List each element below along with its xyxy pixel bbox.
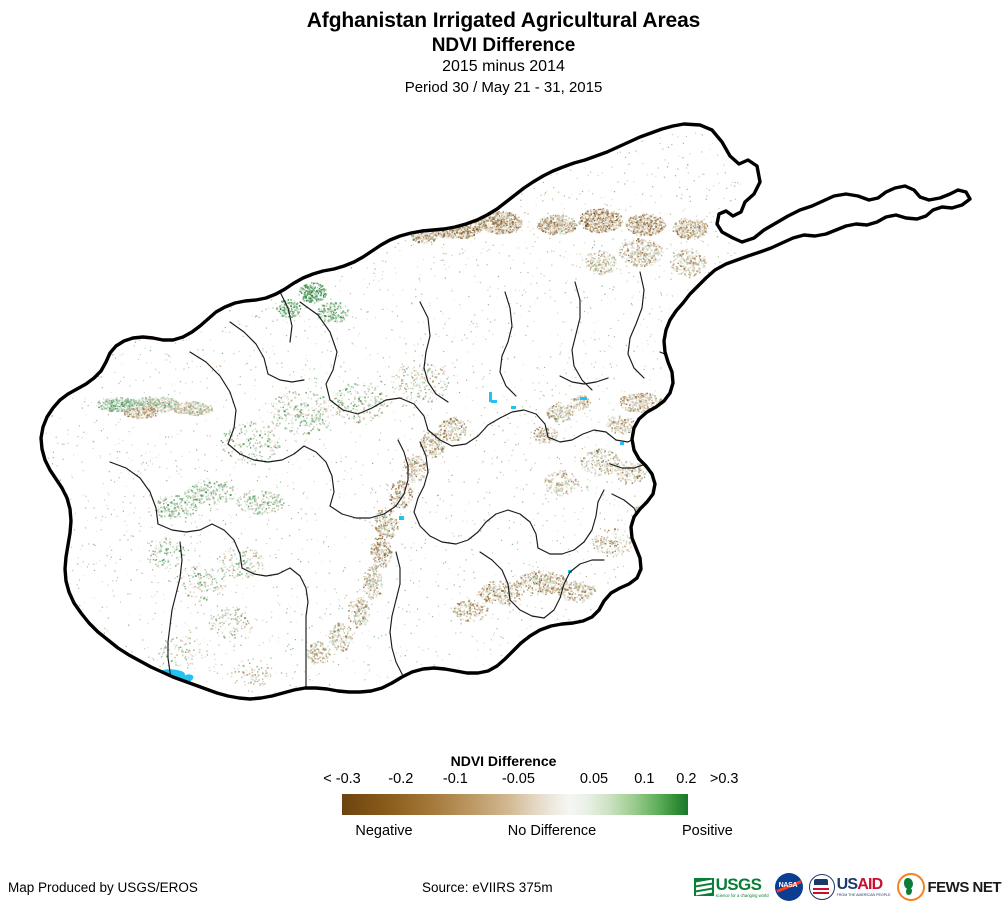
legend-label-2: Positive: [682, 823, 733, 839]
usaid-logo: USAID FROM THE AMERICAN PEOPLE: [808, 874, 891, 900]
usaid-tagline: FROM THE AMERICAN PEOPLE: [836, 893, 891, 897]
legend-tick-5: 0.1: [634, 771, 655, 787]
partner-logos: USGS science for a changing world NASA U…: [693, 871, 1002, 903]
fews-net-logo: FEWS NET: [896, 873, 1002, 901]
usgs-mark-icon: [693, 878, 714, 896]
title-block: Afghanistan Irrigated Agricultural Areas…: [0, 0, 1007, 100]
fews-globe-icon: [896, 873, 925, 901]
title-period: Period 30 / May 21 - 31, 2015: [404, 79, 603, 96]
legend-tick-labels: < -0.3 -0.2 -0.1 -0.05 0.05 0.1 0.2 >0.3: [300, 770, 738, 790]
legend-tick-1: -0.2: [388, 771, 414, 787]
legend-tick-6: 0.2: [676, 771, 697, 787]
usgs-logo: USGS science for a changing world: [693, 875, 769, 898]
usaid-wordmark: USAID: [837, 877, 891, 893]
legend-tick-7: >0.3: [709, 771, 739, 787]
legend-color-bar: [342, 794, 688, 815]
legend-inner: < -0.3 -0.2 -0.1 -0.05 0.05 0.1 0.2 >0.3 Negati…: [300, 770, 738, 850]
legend-tick-4: 0.05: [579, 771, 609, 787]
legend-category-labels: Negative No Difference Positive: [300, 822, 732, 842]
usgs-wordmark: USGS: [715, 875, 762, 894]
nasa-logo-icon: NASA: [774, 873, 803, 901]
legend: NDVI Difference < -0.3 -0.2 -0.1 -0.05 0.05 0…: [0, 752, 1007, 850]
usaid-seal-icon: [808, 874, 835, 900]
fews-wordmark: FEWS NET: [927, 878, 1002, 896]
title-years: 2015 minus 2014: [442, 58, 565, 75]
legend-label-1: No Difference: [507, 823, 597, 839]
legend-tick-3: -0.05: [501, 771, 535, 787]
footer: Map Produced by USGS/EROS Source: eVIIRS…: [0, 866, 1007, 912]
afghanistan-map[interactable]: [0, 112, 1007, 742]
province-boundaries: [109, 271, 719, 693]
page-title: Afghanistan Irrigated Agricultural Areas: [306, 9, 701, 32]
map-container[interactable]: [0, 112, 1007, 742]
map-credit: Map Produced by USGS/EROS: [8, 880, 198, 895]
legend-label-0: Negative: [355, 823, 413, 839]
legend-tick-2: -0.1: [442, 771, 468, 787]
data-source: Source: eVIIRS 375m: [422, 880, 553, 895]
nasa-wordmark: NASA: [778, 882, 798, 889]
legend-title: NDVI Difference: [450, 753, 557, 769]
usaid-us-text: US: [836, 876, 858, 893]
usaid-aid-text: AID: [857, 876, 883, 893]
page-subtitle: NDVI Difference: [431, 35, 576, 56]
legend-tick-0: < -0.3: [323, 771, 361, 787]
usgs-tagline: science for a changing world: [715, 893, 769, 898]
